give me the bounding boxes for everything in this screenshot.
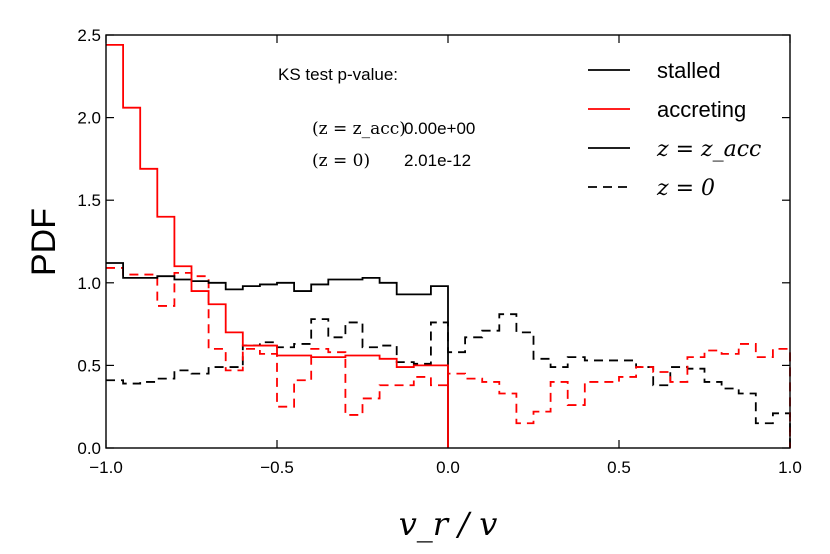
legend-label-accreting: accreting xyxy=(657,97,746,122)
y-tick-label: 0.5 xyxy=(77,356,101,375)
legend: stalled accreting z = z_acc z = 0 xyxy=(588,58,761,201)
ks-row-1-value: 0.00e+00 xyxy=(404,119,475,138)
y-tick-label: 1.0 xyxy=(77,274,101,293)
x-tick-label: −0.5 xyxy=(260,458,294,477)
x-tick-label: 0.0 xyxy=(436,458,460,477)
y-axis-title: PDF xyxy=(25,208,63,276)
series-stalled-z-z-acc xyxy=(106,262,449,448)
x-tick-label: 0.5 xyxy=(607,458,631,477)
ks-row-1-label: (z = z_acc) xyxy=(312,119,406,139)
ks-annotation: KS test p-value: (z = z_acc) 0.00e+00 (z… xyxy=(278,65,475,171)
y-tick-label: 1.5 xyxy=(77,191,101,210)
x-tick-label: 1.0 xyxy=(778,458,802,477)
tick-layer: −1.0 −0.5 0.0 0.5 1.0 0.0 0.5 1.0 1.5 2.0 2.5 xyxy=(77,26,801,477)
ks-heading: KS test p-value: xyxy=(278,65,398,84)
x-tick-label: −1.0 xyxy=(89,458,123,477)
ks-row-2-label: (z = 0) xyxy=(312,151,370,171)
series-accreting-z-0 xyxy=(106,267,791,448)
y-tick-label: 0.0 xyxy=(77,439,101,458)
plot-frame xyxy=(105,34,791,449)
series-layer xyxy=(106,44,791,448)
ks-row-2-value: 2.01e-12 xyxy=(404,151,471,170)
legend-label-z-0: z = 0 xyxy=(656,176,715,201)
legend-label-stalled: stalled xyxy=(657,58,721,83)
series-accreting-z-z-acc xyxy=(106,44,449,448)
y-tick-label: 2.5 xyxy=(77,26,101,45)
x-axis-title: v_r / v xyxy=(399,505,498,543)
legend-label-z-acc: z = z_acc xyxy=(656,137,761,162)
y-tick-label: 2.0 xyxy=(77,109,101,128)
